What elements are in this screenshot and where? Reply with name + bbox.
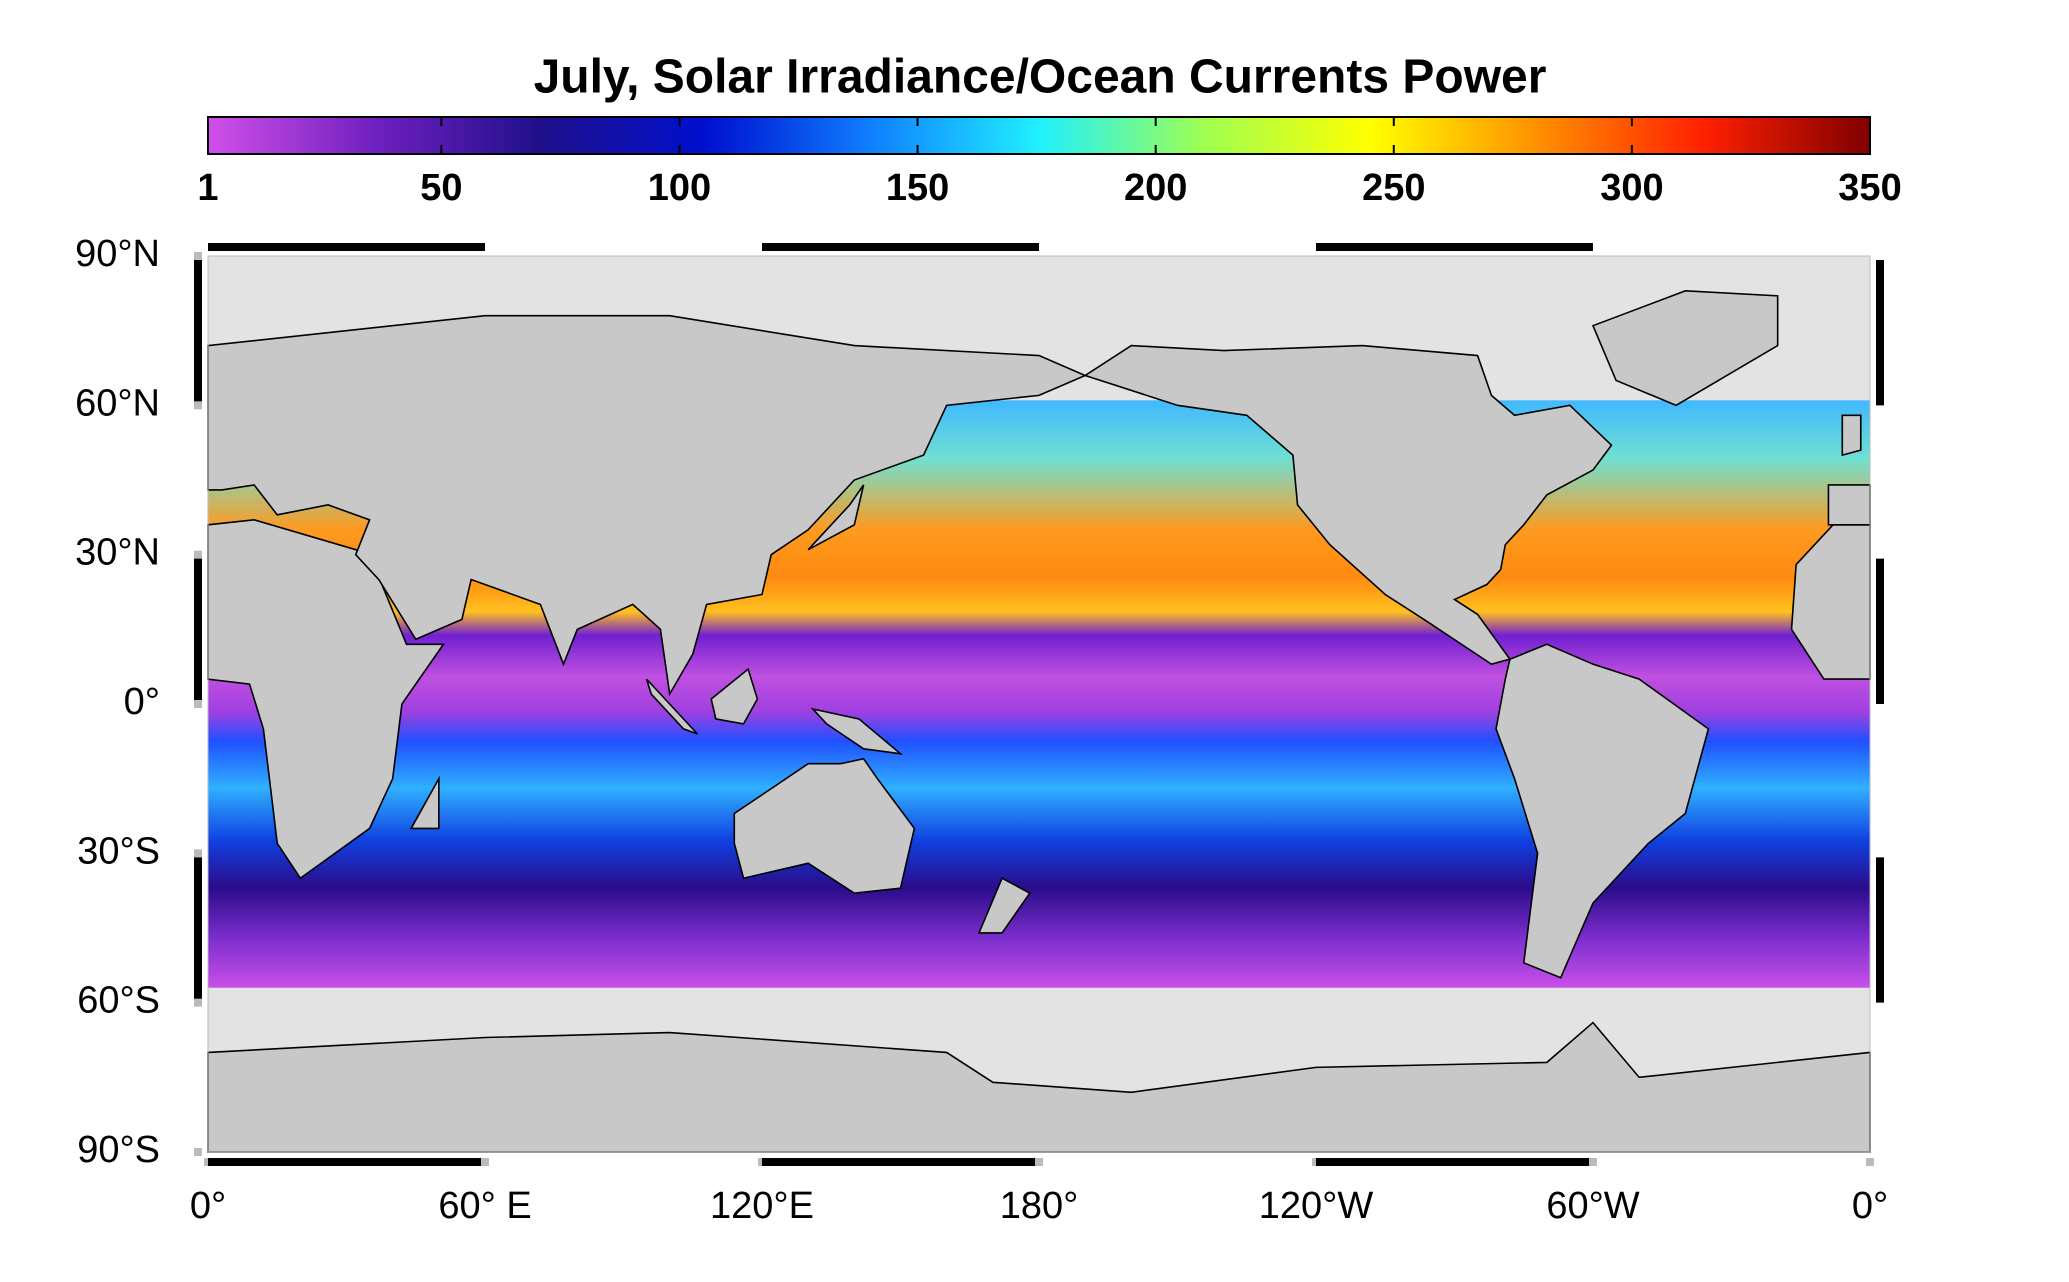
lon-tick-label: 120°W: [1259, 1185, 1374, 1227]
title: July, Solar Irradiance/Ocean Currents Po…: [534, 51, 1547, 104]
colorbar: 1 50 100 150 200 250 300 350: [197, 116, 1902, 209]
land: [645, 678, 698, 735]
lat-tick-label: 90°S: [77, 1129, 160, 1171]
colorbar-tick-label: 350: [1838, 167, 1901, 209]
colorbar-tick-label: 200: [1124, 167, 1187, 209]
land: [1083, 344, 1613, 666]
land: [1495, 643, 1710, 979]
lon-tick-label: 180°: [1000, 1185, 1079, 1227]
land: [1591, 290, 1779, 407]
lat-tick-label: 30°N: [75, 532, 160, 574]
land: [807, 484, 865, 551]
land: [977, 877, 1031, 934]
map-frame: [207, 255, 1871, 1153]
colorbar-tick-label: 250: [1362, 167, 1425, 209]
land: [409, 775, 440, 830]
colorbar-tick-label: 300: [1600, 167, 1663, 209]
land: [733, 757, 916, 894]
land: [710, 667, 759, 725]
land: [1827, 484, 1871, 526]
map: 0° 60° E 120°E 180° 120°W 60°W 0° 90°N 60°N 30°N 0…: [75, 233, 1888, 1227]
lon-tick-label: 60° E: [438, 1185, 531, 1227]
lat-tick-label: 60°N: [75, 382, 160, 424]
lon-tick-label: 60°W: [1546, 1185, 1639, 1227]
lat-tick-label: 60°S: [77, 980, 160, 1022]
colorbar-tick-label: 150: [886, 167, 949, 209]
colorbar-tick-label: 50: [420, 167, 462, 209]
colorbar-tick-label: 100: [648, 167, 711, 209]
colorbar-tick-label: 1: [197, 167, 218, 209]
lon-tick-label: 0°: [190, 1185, 226, 1227]
land: [207, 314, 1088, 697]
land: [1841, 414, 1862, 457]
colorbar-scale: [207, 116, 1871, 155]
lon-tick-label: 0°: [1852, 1185, 1888, 1227]
lat-tick-label: 90°N: [75, 233, 160, 275]
land: [810, 707, 904, 755]
lon-tick-label: 120°E: [710, 1185, 814, 1227]
lat-tick-label: 0°: [124, 681, 160, 723]
lat-tick-label: 30°S: [77, 830, 160, 872]
